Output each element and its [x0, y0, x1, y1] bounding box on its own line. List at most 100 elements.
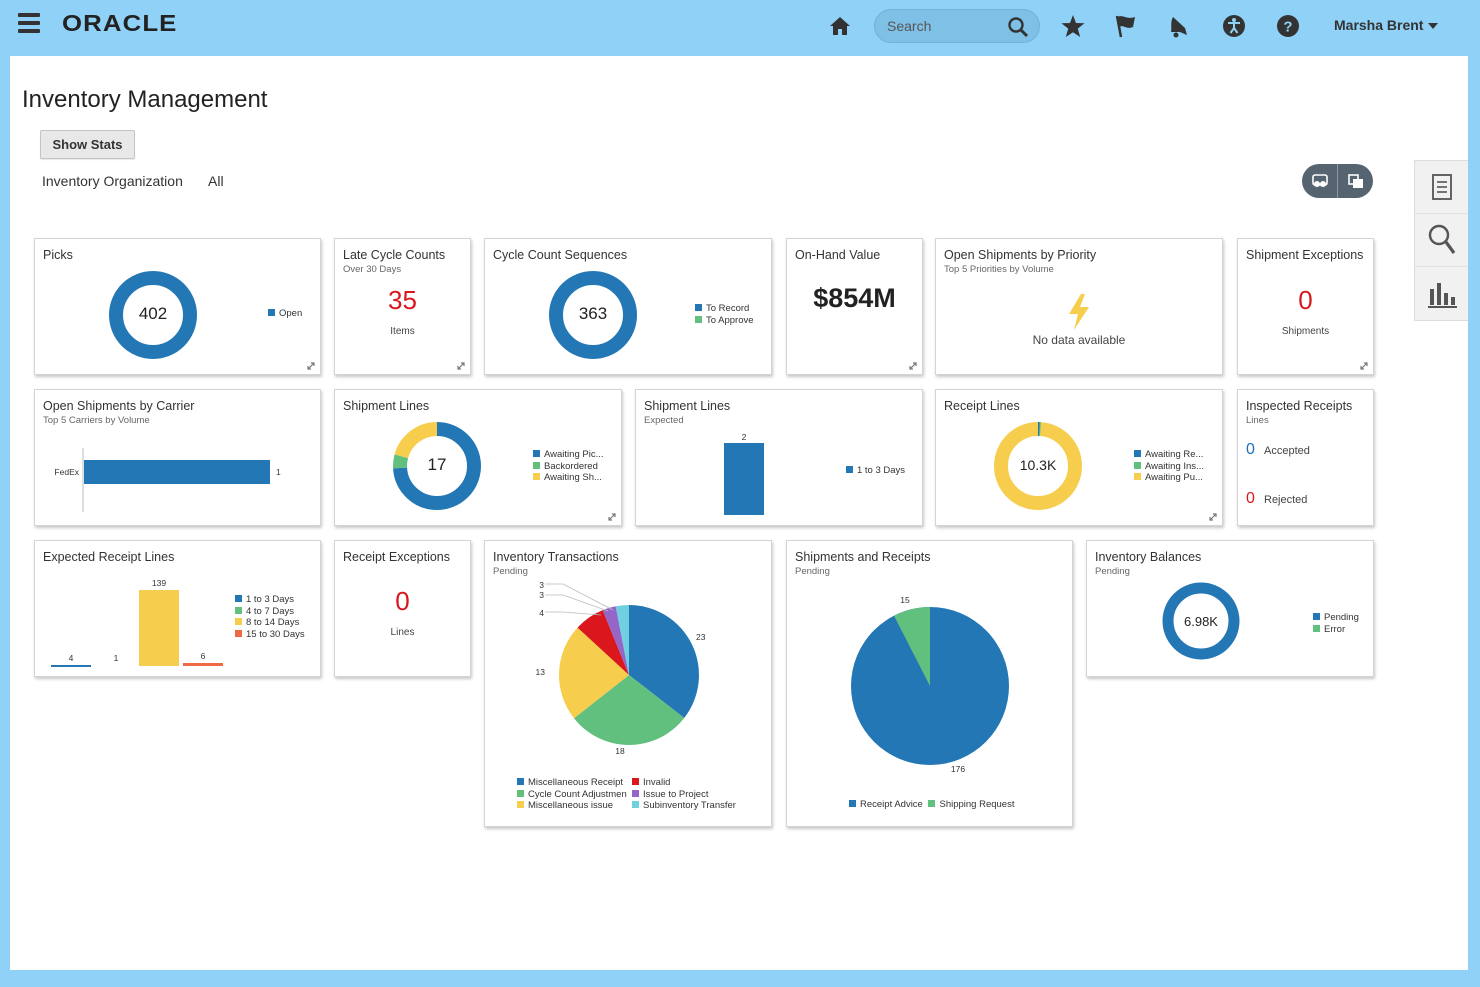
oracle-logo[interactable]: ORACLE [62, 10, 178, 36]
pie-slice-misc-receipt [629, 605, 699, 718]
accepted-label: Accepted [1264, 445, 1310, 457]
legend-item: Backordered [533, 461, 604, 473]
tile-shipment-lines-expected[interactable]: Shipment Lines Expected 2 1 to 3 Days [635, 389, 923, 526]
expand-icon[interactable] [1208, 512, 1218, 522]
donut-slice-awaiting-pick [393, 422, 481, 510]
right-rail [1414, 160, 1468, 321]
flag-icon[interactable] [1113, 13, 1139, 39]
rail-analytics-button[interactable] [1415, 267, 1468, 320]
pie-label: 15 [900, 595, 910, 605]
legend-item: 15 to 30 Days [235, 629, 305, 641]
bar-fedex [84, 460, 270, 484]
metric-caption: Shipments [1281, 326, 1330, 337]
show-stats-button[interactable]: Show Stats [40, 130, 135, 159]
tile-late-cycle-counts[interactable]: Late Cycle Counts Over 30 Days 35 Items [334, 238, 471, 375]
tile-cycle-count-sequences[interactable]: Cycle Count Sequences 363 To Record To A… [484, 238, 772, 375]
tile-inventory-transactions[interactable]: Inventory Transactions Pending 23 18 13 … [484, 540, 772, 827]
search-icon [1428, 224, 1455, 254]
metric-value: $854M [813, 283, 896, 313]
legend-item: Awaiting Re... [1134, 449, 1204, 461]
tile-inventory-balances[interactable]: Inventory Balances Pending 6.98K Pending… [1086, 540, 1374, 677]
search-icon[interactable] [1007, 16, 1029, 38]
pie-slice-invalid [577, 610, 629, 675]
pie-label: 3 [539, 590, 544, 600]
tile-subtitle: Over 30 Days [343, 264, 402, 275]
tile-title: Receipt Exceptions [343, 550, 451, 564]
legend: Awaiting Re... Awaiting Ins... Awaiting … [1134, 449, 1204, 484]
expand-icon[interactable] [306, 361, 316, 371]
legend-item: Error [1313, 624, 1359, 636]
tile-receipt-lines[interactable]: Receipt Lines 10.3K Awaiting Re... Await… [935, 389, 1223, 526]
expand-icon[interactable] [908, 361, 918, 371]
inventory-transactions-pie: 23 18 13 4 3 3 [536, 580, 706, 756]
legend: Invalid Issue to Project Subinventory Tr… [632, 777, 736, 812]
legend-item: Miscellaneous Receipt [517, 777, 627, 789]
tile-picks[interactable]: Picks 402 Open [34, 238, 321, 375]
expand-icon[interactable] [607, 512, 617, 522]
copy-view-icon [1347, 174, 1363, 188]
expected-shipment-bar-chart: 2 [724, 432, 764, 515]
user-name: Marsha Brent [1334, 17, 1424, 33]
view-mode-list-button[interactable] [1337, 164, 1373, 198]
search-box[interactable] [874, 9, 1040, 43]
carrier-bar-chart: FedEx 1 [54, 448, 281, 512]
favorites-star-icon[interactable] [1060, 13, 1086, 39]
tile-title: Open Shipments by Priority [944, 248, 1097, 262]
home-icon[interactable] [828, 14, 852, 38]
legend-item: Awaiting Pic... [533, 449, 604, 461]
legend: 1 to 3 Days 4 to 7 Days 8 to 14 Days 15 … [235, 594, 305, 640]
accessibility-icon[interactable] [1221, 13, 1247, 39]
user-menu[interactable]: Marsha Brent [1334, 17, 1439, 33]
tile-shipment-lines[interactable]: Shipment Lines 17 Awaiting Pic... Backor… [334, 389, 622, 526]
tile-open-shipments-priority[interactable]: Open Shipments by Priority Top 5 Priorit… [935, 238, 1223, 375]
rail-tasks-button[interactable] [1415, 161, 1468, 214]
legend: Receipt Advice Shipping Request [849, 799, 1014, 811]
legend-item: Open [268, 308, 302, 320]
tile-title: Shipment Lines [343, 399, 430, 413]
chevron-down-icon [1428, 23, 1439, 30]
accepted-value: 0 [1246, 441, 1255, 458]
legend-item: 8 to 14 Days [235, 617, 305, 629]
rail-search-button[interactable] [1415, 214, 1468, 267]
help-icon[interactable]: ? [1275, 13, 1301, 39]
tile-subtitle: Pending [795, 566, 830, 577]
expand-icon[interactable] [456, 361, 466, 371]
bar-value-label: 2 [742, 432, 747, 442]
svg-text:?: ? [1283, 19, 1292, 36]
legend-item: Invalid [632, 777, 736, 789]
metric-value: 0 [1298, 285, 1313, 315]
pie-label: 176 [951, 764, 965, 774]
org-value[interactable]: All [208, 173, 224, 189]
tile-title: Open Shipments by Carrier [43, 399, 195, 413]
menu-icon[interactable] [18, 13, 40, 33]
notifications-bell-icon[interactable] [1167, 13, 1193, 39]
tile-title: Inventory Balances [1095, 550, 1202, 564]
donut-value: 402 [138, 304, 168, 323]
pie-label: 13 [536, 667, 546, 677]
view-mode-dashboard-button[interactable] [1302, 164, 1337, 198]
cycle-count-donut [549, 271, 637, 359]
tile-receipt-exceptions[interactable]: Receipt Exceptions 0 Lines [334, 540, 471, 677]
tile-shipment-exceptions[interactable]: Shipment Exceptions 0 Shipments [1237, 238, 1374, 375]
bar-value-label: 1 [276, 467, 281, 477]
tile-open-shipments-carrier[interactable]: Open Shipments by Carrier Top 5 Carriers… [34, 389, 321, 526]
legend: Awaiting Pic... Backordered Awaiting Sh.… [533, 449, 604, 484]
expand-icon[interactable] [1359, 361, 1369, 371]
pie-label: 18 [615, 746, 625, 756]
tile-expected-receipt-lines[interactable]: Expected Receipt Lines 4 1 139 6 1 to 3 … [34, 540, 321, 677]
search-input[interactable] [887, 18, 1007, 34]
tile-title: Late Cycle Counts [343, 248, 446, 262]
donut-value: 10.3K [1019, 457, 1057, 473]
legend-item: To Record [695, 303, 754, 315]
donut-slice-to-record [549, 271, 637, 359]
tile-title: Cycle Count Sequences [493, 248, 628, 262]
donut-value: 363 [578, 304, 608, 323]
legend: Miscellaneous Receipt Cycle Count Adjust… [517, 777, 627, 812]
legend-item: To Approve [695, 315, 754, 327]
bar-label-1-to-3-days: 4 [69, 653, 74, 663]
legend-item: Awaiting Ins... [1134, 461, 1204, 473]
tile-inspected-receipts[interactable]: Inspected Receipts Lines 0 Accepted 0 Re… [1237, 389, 1374, 526]
tile-on-hand-value[interactable]: On-Hand Value $854M [786, 238, 923, 375]
tile-shipments-and-receipts[interactable]: Shipments and Receipts Pending 15 176 Re… [786, 540, 1073, 827]
pie-slice-subinventory-transfer [615, 605, 629, 675]
